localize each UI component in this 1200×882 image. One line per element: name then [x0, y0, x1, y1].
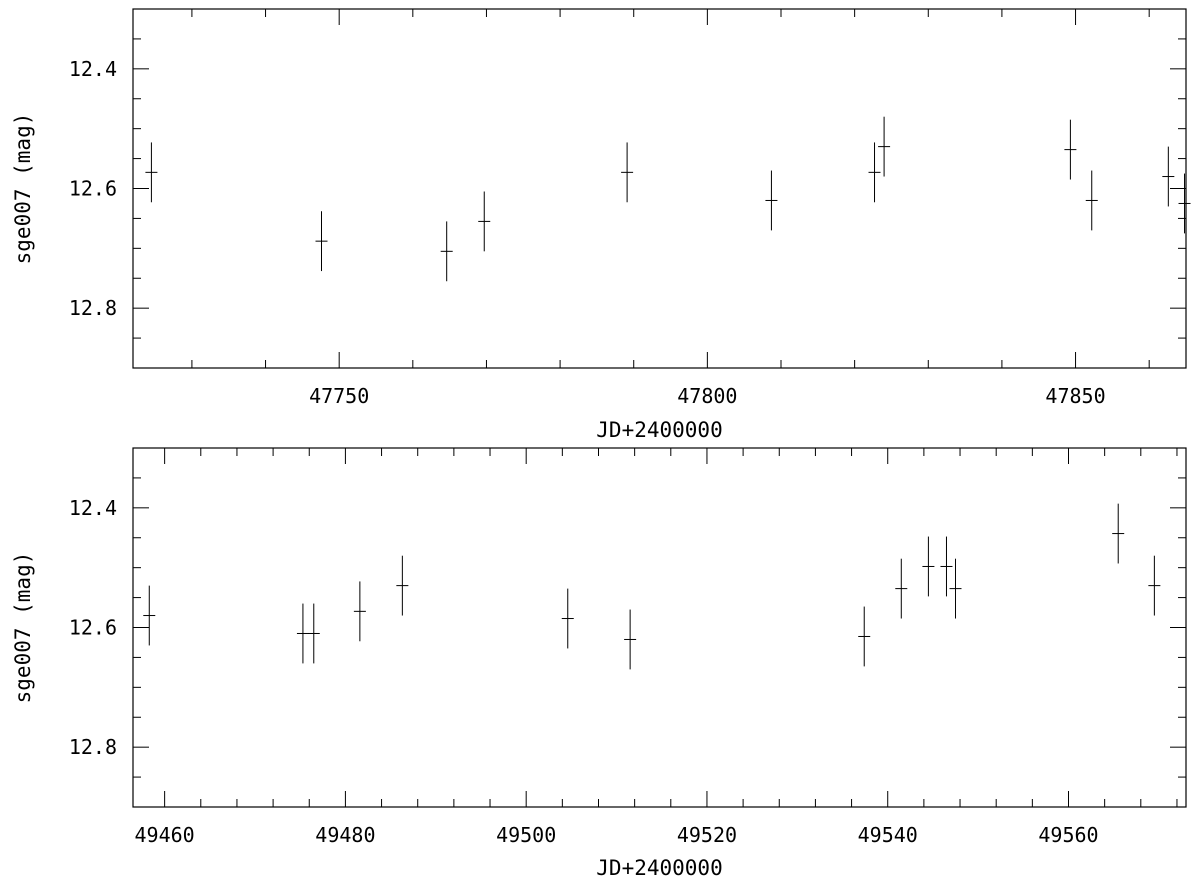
x-tick-label: 49460 [135, 823, 195, 847]
data-point [1085, 170, 1098, 231]
data-point [307, 603, 320, 664]
x-tick-label: 47800 [677, 384, 737, 408]
data-point [895, 558, 908, 619]
y-tick-label: 12.8 [69, 735, 117, 759]
data-point [1162, 146, 1175, 207]
data-point [878, 116, 891, 177]
data-point [353, 581, 366, 642]
top-panel: 47750 47800 47850 12.4 12.6 12.8 JD+2400000 sge… [11, 8, 1191, 442]
plot-frame [132, 447, 1187, 808]
data-point [315, 211, 328, 272]
y-tick-label: 12.4 [69, 496, 117, 520]
y-tick-label: 12.6 [69, 177, 117, 201]
data-point [478, 191, 491, 252]
x-tick-label: 49560 [1038, 823, 1098, 847]
data-point [1148, 555, 1161, 616]
x-tick-label: 49520 [677, 823, 737, 847]
data-point [143, 585, 156, 646]
data-point [1064, 119, 1077, 180]
x-tick-label: 47750 [309, 384, 369, 408]
data-point [1178, 173, 1191, 234]
data-point [1112, 503, 1125, 564]
y-tick-label: 12.4 [69, 57, 117, 81]
x-tick-label: 49500 [496, 823, 556, 847]
x-axis-label: JD+2400000 [596, 856, 722, 880]
data-point [396, 555, 409, 616]
data-point [561, 588, 574, 649]
y-axis-label: sge007 (mag) [11, 113, 35, 265]
x-tick-label: 47850 [1045, 384, 1105, 408]
data-point [296, 603, 309, 664]
x-tick-label: 49540 [858, 823, 918, 847]
data-point [922, 536, 935, 597]
data-point [858, 606, 871, 667]
bottom-panel: 49460 49480 49500 49520 49540 49560 12.4 12.6 12… [11, 447, 1187, 880]
y-tick-label: 12.6 [69, 616, 117, 640]
data-point [949, 558, 962, 619]
data-point [145, 142, 158, 203]
y-axis-label: sge007 (mag) [11, 552, 35, 704]
data-point [765, 170, 778, 231]
data-point [621, 142, 634, 203]
plot-frame [132, 8, 1187, 369]
data-point [440, 221, 453, 282]
data-point [940, 536, 953, 597]
x-axis-label: JD+2400000 [596, 418, 722, 442]
data-point [868, 142, 881, 203]
y-tick-label: 12.8 [69, 296, 117, 320]
x-tick-label: 49480 [315, 823, 375, 847]
data-point [624, 609, 637, 670]
